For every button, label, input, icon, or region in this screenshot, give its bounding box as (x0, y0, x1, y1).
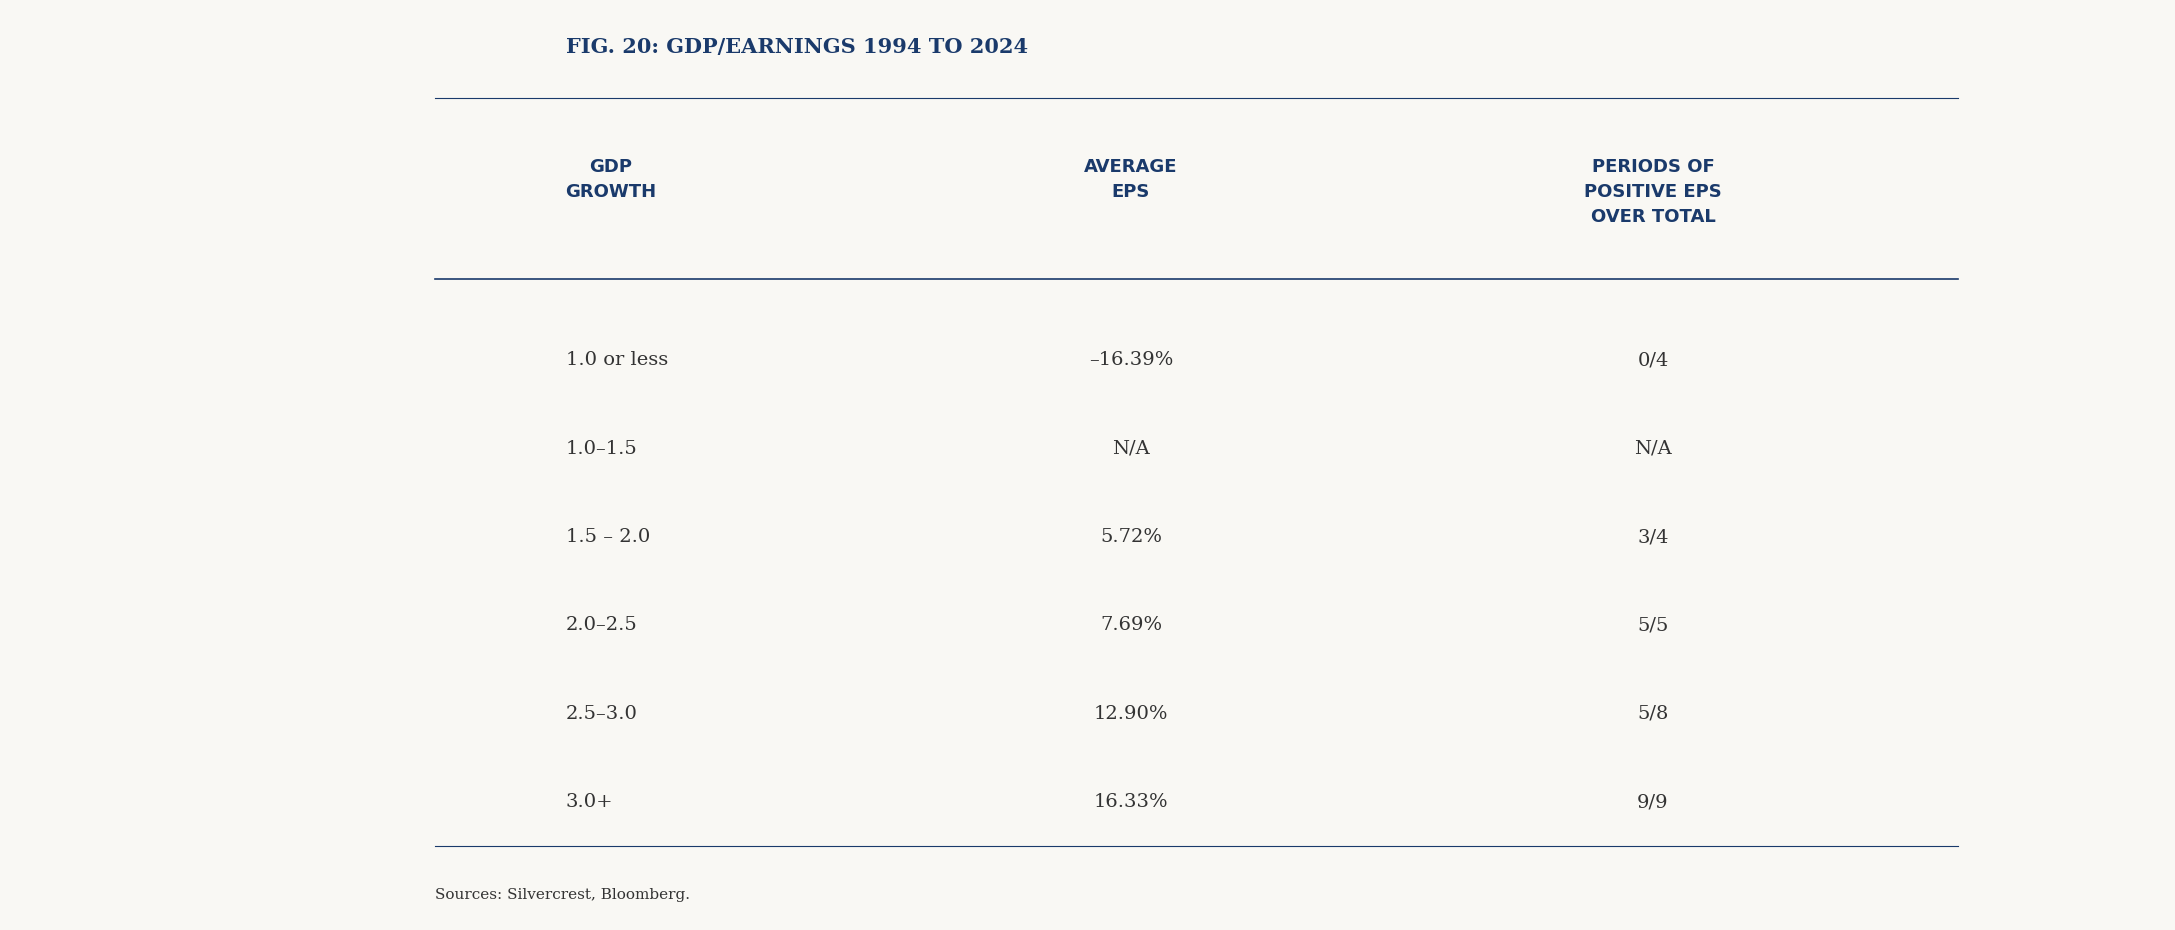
Text: 3/4: 3/4 (1638, 528, 1668, 546)
Text: 5/5: 5/5 (1638, 617, 1668, 634)
Text: 5.72%: 5.72% (1101, 528, 1161, 546)
Text: 9/9: 9/9 (1638, 793, 1668, 811)
Text: 1.0 or less: 1.0 or less (566, 352, 668, 369)
Text: 2.5–3.0: 2.5–3.0 (566, 705, 637, 723)
Text: 0/4: 0/4 (1638, 352, 1668, 369)
Text: 3.0+: 3.0+ (566, 793, 613, 811)
Text: N/A: N/A (1111, 440, 1151, 458)
Text: 2.0–2.5: 2.0–2.5 (566, 617, 637, 634)
Text: AVERAGE
EPS: AVERAGE EPS (1085, 158, 1177, 201)
Text: Sources: Silvercrest, Bloomberg.: Sources: Silvercrest, Bloomberg. (435, 888, 689, 902)
Text: 5/8: 5/8 (1638, 705, 1668, 723)
Text: PERIODS OF
POSITIVE EPS
OVER TOTAL: PERIODS OF POSITIVE EPS OVER TOTAL (1583, 158, 1723, 226)
Text: 16.33%: 16.33% (1094, 793, 1168, 811)
Text: N/A: N/A (1633, 440, 1673, 458)
Text: 7.69%: 7.69% (1101, 617, 1161, 634)
Text: –16.39%: –16.39% (1090, 352, 1172, 369)
Text: 1.5 – 2.0: 1.5 – 2.0 (566, 528, 650, 546)
Text: 1.0–1.5: 1.0–1.5 (566, 440, 637, 458)
Text: 12.90%: 12.90% (1094, 705, 1168, 723)
Text: FIG. 20: GDP/EARNINGS 1994 TO 2024: FIG. 20: GDP/EARNINGS 1994 TO 2024 (566, 37, 1027, 58)
Text: GDP
GROWTH: GDP GROWTH (566, 158, 657, 201)
